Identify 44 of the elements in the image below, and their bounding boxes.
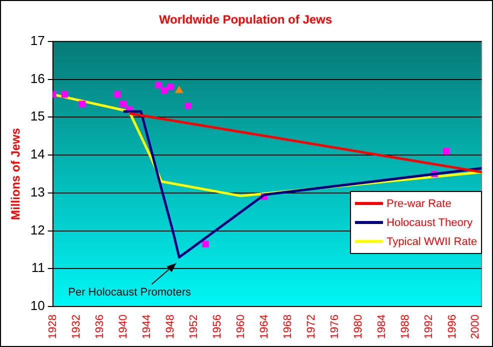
point bbox=[175, 86, 184, 94]
legend-label: Typical WWII Rate bbox=[386, 236, 477, 248]
point bbox=[61, 91, 68, 98]
x-tick-label: 1984 bbox=[376, 314, 388, 340]
y-tick-label: 11 bbox=[31, 260, 45, 276]
y-tick-label: 17 bbox=[30, 32, 45, 48]
x-tick-label: 1996 bbox=[446, 314, 458, 340]
point bbox=[443, 148, 450, 155]
y-tick-label: 16 bbox=[30, 70, 45, 86]
x-tick-label: 1972 bbox=[305, 314, 318, 340]
x-tick-label: 1952 bbox=[188, 314, 200, 340]
x-tick-label: 1948 bbox=[164, 314, 176, 340]
y-tick-label: 10 bbox=[30, 298, 45, 314]
x-tick-label: 1940 bbox=[117, 314, 130, 340]
point bbox=[161, 87, 168, 94]
y-tick-label: 12 bbox=[30, 222, 45, 238]
point bbox=[184, 102, 192, 110]
x-tick-label: 1960 bbox=[234, 314, 247, 340]
point bbox=[78, 100, 86, 108]
y-tick-label: 13 bbox=[30, 184, 45, 200]
point bbox=[155, 82, 162, 88]
x-tick-label: 1964 bbox=[258, 314, 270, 340]
x-tick-label: 1956 bbox=[211, 314, 224, 340]
x-tick-label: 1968 bbox=[282, 314, 294, 340]
point bbox=[120, 100, 127, 108]
point bbox=[166, 84, 174, 90]
y-tick-label: 14 bbox=[30, 146, 45, 162]
y-axis-title: Millions of Jews bbox=[8, 128, 23, 220]
legend-label: Holocaust Theory bbox=[386, 216, 473, 228]
x-tick-label: 1928 bbox=[46, 314, 59, 340]
x-tick-label: 1936 bbox=[94, 314, 106, 340]
x-tick-label: 1988 bbox=[399, 314, 412, 340]
x-tick-label: 2000 bbox=[470, 314, 482, 340]
legend-label: Pre-war Rate bbox=[386, 198, 452, 210]
point bbox=[202, 240, 209, 248]
point bbox=[114, 91, 121, 98]
x-tick-label: 1992 bbox=[422, 314, 435, 340]
x-tick-label: 1932 bbox=[70, 314, 82, 340]
chart-title: Worldwide Population of Jews bbox=[158, 12, 332, 27]
x-tick-label: 1944 bbox=[140, 314, 153, 340]
x-tick-label: 1976 bbox=[328, 314, 341, 340]
annotation: Per Holocaust Promoters bbox=[68, 286, 192, 298]
y-tick-label: 15 bbox=[30, 108, 45, 124]
x-tick-label: 1980 bbox=[352, 314, 364, 340]
